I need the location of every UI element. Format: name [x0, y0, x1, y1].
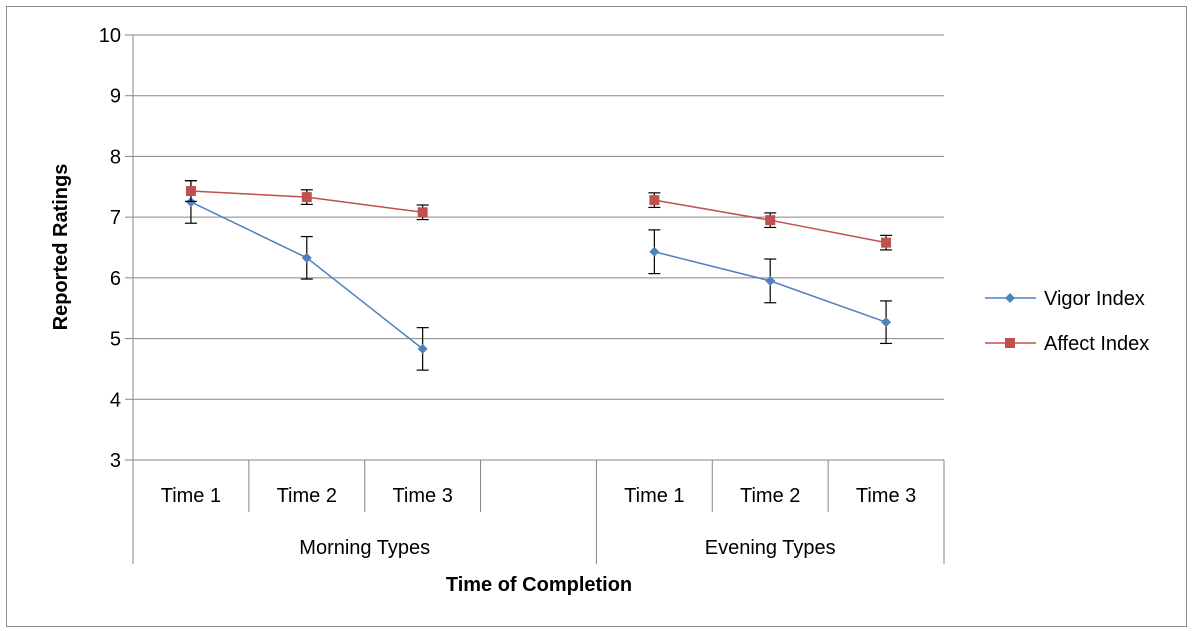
- x-category-label: Time 1: [161, 485, 221, 507]
- x-group-label: Evening Types: [705, 537, 836, 559]
- data-point: [301, 192, 312, 203]
- data-point: [765, 215, 776, 226]
- data-point: [881, 237, 892, 248]
- y-tick-label: 7: [110, 207, 121, 229]
- data-point: [417, 343, 428, 354]
- x-group-label: Morning Types: [299, 537, 430, 559]
- y-axis-ticks: 3 4 5 6 7 8 9 10: [99, 25, 134, 472]
- x-axis: Time 1 Time 2 Time 3 Morning Types Time 1 Tim…: [132, 460, 945, 564]
- legend-marker: [1005, 293, 1015, 303]
- y-tick-label: 10: [99, 25, 121, 47]
- series-vigor-index: [184, 180, 893, 371]
- data-point: [301, 252, 312, 263]
- x-category-label: Time 3: [856, 485, 916, 507]
- data-point: [185, 196, 196, 207]
- x-category-label: Time 2: [277, 485, 337, 507]
- data-point: [185, 186, 196, 197]
- y-tick-label: 8: [110, 146, 121, 168]
- y-tick-label: 6: [110, 268, 121, 290]
- y-tick-label: 4: [110, 389, 121, 411]
- x-category-label: Time 3: [392, 485, 452, 507]
- gridlines: [133, 34, 944, 461]
- x-axis-title: Time of Completion: [446, 574, 632, 596]
- y-tick-label: 9: [110, 86, 121, 108]
- y-tick-label: 3: [110, 450, 121, 472]
- series-affect-index: [184, 180, 893, 251]
- legend: Vigor Index Affect Index: [985, 288, 1149, 355]
- data-point: [881, 317, 892, 328]
- data-point: [765, 275, 776, 286]
- x-category-label: Time 1: [624, 485, 684, 507]
- legend-label: Affect Index: [1044, 333, 1149, 355]
- legend-label: Vigor Index: [1044, 288, 1145, 310]
- legend-marker: [1005, 338, 1015, 348]
- data-point: [649, 246, 660, 257]
- y-axis-title: Reported Ratings: [50, 164, 72, 331]
- y-tick-label: 5: [110, 329, 121, 351]
- data-point: [649, 195, 660, 206]
- series-layer: [184, 180, 893, 371]
- x-category-label: Time 2: [740, 485, 800, 507]
- data-point: [417, 207, 428, 218]
